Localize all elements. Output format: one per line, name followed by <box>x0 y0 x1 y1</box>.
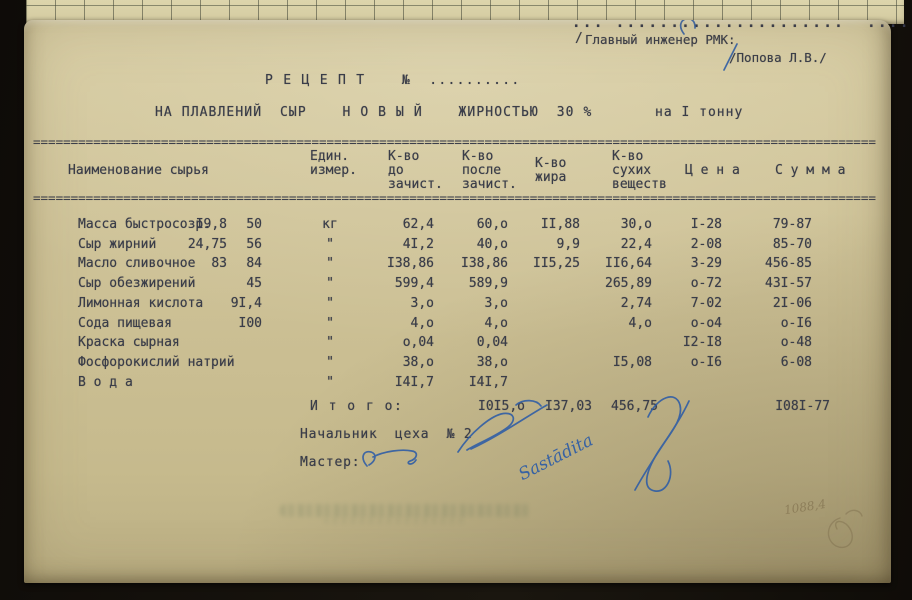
cell-pct-b: 56 <box>246 236 262 252</box>
cell-unit: " <box>326 335 334 351</box>
cell-qty-after: 0,04 <box>476 335 508 351</box>
col-header-price: Ц е н а <box>685 163 740 178</box>
cell-sum: 456-85 <box>765 256 812 272</box>
col-header-qty-after: К-во после зачист. <box>462 149 517 192</box>
cell-dry-matter: 265,89 <box>605 276 652 292</box>
cell-price: 7-02 <box>690 295 722 311</box>
cell-qty-before: 4,o <box>410 315 434 331</box>
cell-price: o-I6 <box>690 354 722 370</box>
col-header-dry: К-во сухих веществ <box>612 149 667 192</box>
cell-sum: 43I-57 <box>765 276 812 292</box>
cell-qty-before: I38,86 <box>387 256 434 272</box>
cell-unit: " <box>326 315 334 331</box>
cell-fat: 9,9 <box>556 236 580 252</box>
cell-sum: 85-70 <box>772 236 812 252</box>
cell-qty-before: 38,o <box>402 354 434 370</box>
cell-qty-after: 4,o <box>484 315 508 331</box>
cell-pct-a: I9,8 <box>195 217 227 232</box>
cell-pct-b: 50 <box>246 217 262 232</box>
cell-ingredient-name: Лимонная кислота <box>78 295 204 311</box>
slash-mark: / <box>575 31 583 46</box>
cell-pct-a: 24,75 <box>187 236 227 252</box>
cell-dry-matter: II6,64 <box>605 256 652 272</box>
chief-of-shop-label: Начальник цеха № 2 <box>300 427 473 442</box>
cell-ingredient-name: Фосфорокислий натрий <box>78 354 235 370</box>
cell-price: I-28 <box>690 217 722 232</box>
totals-fat: I37,03 <box>545 399 592 414</box>
cell-qty-after: 38,o <box>476 354 508 370</box>
cell-dry-matter: I5,08 <box>612 354 652 370</box>
cell-ingredient-name: Сыр обезжирений <box>78 276 196 292</box>
cell-qty-before: 3,o <box>410 295 434 311</box>
cell-dry-matter: 22,4 <box>620 236 652 252</box>
cell-sum: o-48 <box>780 335 812 351</box>
recipe-subtitle: НА ПЛАВЛЕНИЙ СЫР Н О В Ы Й ЖИРНОСТЬЮ 30 … <box>155 105 593 120</box>
recipe-per-ton: на I тонну <box>655 105 744 120</box>
cell-unit: " <box>326 295 334 311</box>
cell-pct-b: 9I,4 <box>230 295 262 311</box>
cell-pct-b: 84 <box>246 256 262 272</box>
cell-fat: II5,25 <box>533 256 580 272</box>
cell-dry-matter: 2,74 <box>620 295 652 311</box>
cell-price: o-72 <box>690 276 722 292</box>
bleedthrough-text <box>280 504 530 517</box>
dotted-line: ... ..................... ..... <box>572 15 912 31</box>
cell-unit: " <box>326 276 334 292</box>
cell-price: 2-08 <box>690 236 722 252</box>
master-label: Мастер: <box>300 455 361 470</box>
cell-pct-b: 45 <box>246 276 262 292</box>
cell-qty-before: o,04 <box>402 335 434 351</box>
cell-qty-after: I38,86 <box>461 256 508 272</box>
cell-price: o-o4 <box>690 315 722 331</box>
totals-sum: I08I-77 <box>775 399 830 414</box>
cell-fat: II,88 <box>540 217 580 232</box>
cell-qty-after: 60,o <box>476 217 508 232</box>
totals-label: И т о г о: <box>310 399 404 414</box>
cell-qty-after: I4I,7 <box>468 374 508 390</box>
cell-ingredient-name: Сода пищевая <box>78 315 172 331</box>
cell-unit: " <box>326 354 334 370</box>
separator-top: ========================================… <box>33 135 876 149</box>
cell-qty-before: 599,4 <box>394 276 434 292</box>
cell-unit: " <box>326 256 334 272</box>
table-rows: Масса быстросозр. I9,8 50 кг 62,4 60,o II,88 30… <box>24 20 891 583</box>
cell-dry-matter: 4,o <box>628 315 652 331</box>
chief-engineer-name: /Попова Л.В./ <box>729 50 827 65</box>
cell-pct-a: 83 <box>211 256 227 272</box>
cell-unit: " <box>326 374 334 390</box>
cell-sum: o-I6 <box>780 315 812 331</box>
document-page: ... ..................... ..... / Главны… <box>24 16 912 583</box>
cell-unit: кг <box>322 217 338 232</box>
cell-unit: " <box>326 236 334 252</box>
recipe-title: Р Е Ц Е П Т № .......... <box>265 73 521 88</box>
chief-engineer-label: Главный инженер РМК: <box>585 32 736 47</box>
cell-ingredient-name: Масло сливочное <box>78 256 196 272</box>
cell-sum: 6-08 <box>780 354 812 370</box>
col-header-unit: Един. измер. <box>310 149 357 178</box>
col-header-sum: С у м м а <box>775 163 846 178</box>
col-header-fat: К-во жира <box>535 156 567 185</box>
cell-price: I2-I8 <box>682 335 722 351</box>
cell-sum: 79-87 <box>772 217 812 232</box>
totals-dry: 456,75 <box>611 399 658 414</box>
cell-pct-b: I00 <box>238 315 262 331</box>
bleedthrough-text-2 <box>324 517 464 524</box>
cell-ingredient-name: Масса быстросозр. <box>78 217 212 232</box>
cell-qty-before: 4I,2 <box>402 236 434 252</box>
cell-ingredient-name: В о д а <box>78 374 133 390</box>
cell-qty-before: 62,4 <box>402 217 434 232</box>
cell-sum: 2I-06 <box>772 295 812 311</box>
cell-price: 3-29 <box>690 256 722 272</box>
cell-qty-after: 589,9 <box>468 276 508 292</box>
cell-ingredient-name: Краска сырная <box>78 335 180 351</box>
cell-qty-after: 3,o <box>484 295 508 311</box>
cell-ingredient-name: Сыр жирний <box>78 236 157 252</box>
cell-dry-matter: 30,o <box>620 217 652 232</box>
separator-header: ========================================… <box>33 191 876 205</box>
cell-qty-after: 40,o <box>476 236 508 252</box>
cell-qty-before: I4I,7 <box>394 374 434 390</box>
col-header-name: Наименование сырья <box>68 163 209 178</box>
col-header-qty-before: К-во до зачист. <box>388 149 443 192</box>
